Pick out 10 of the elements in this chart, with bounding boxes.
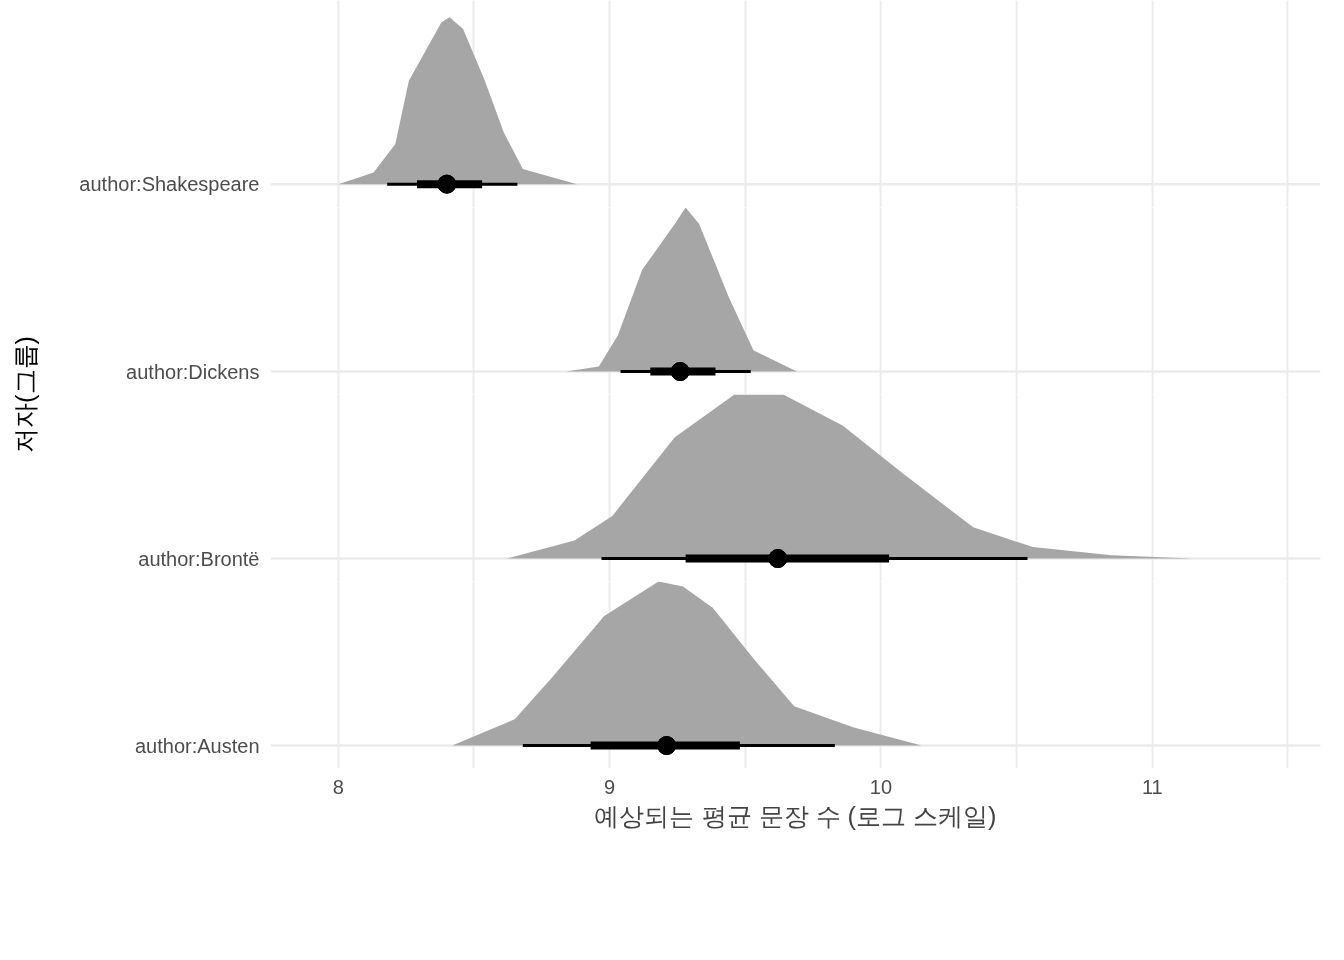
text: 저자(그룹) xyxy=(11,336,40,453)
x-tick-label: 8 xyxy=(332,775,344,798)
y-axis-title: author:Dickens xyxy=(126,360,260,383)
x-tick-label: 9 xyxy=(604,775,616,798)
x-axis-title: 예상되는 평균 문장 수 (로그 스케일) xyxy=(594,801,997,830)
y-axis-title: author:Brontë xyxy=(138,547,260,570)
x-tick-label: 11 xyxy=(1141,775,1163,798)
x-tick-label: 10 xyxy=(869,775,893,798)
y-axis-title: author:Austen xyxy=(134,734,260,757)
y-axis-title: author:Shakespeare xyxy=(79,173,260,196)
